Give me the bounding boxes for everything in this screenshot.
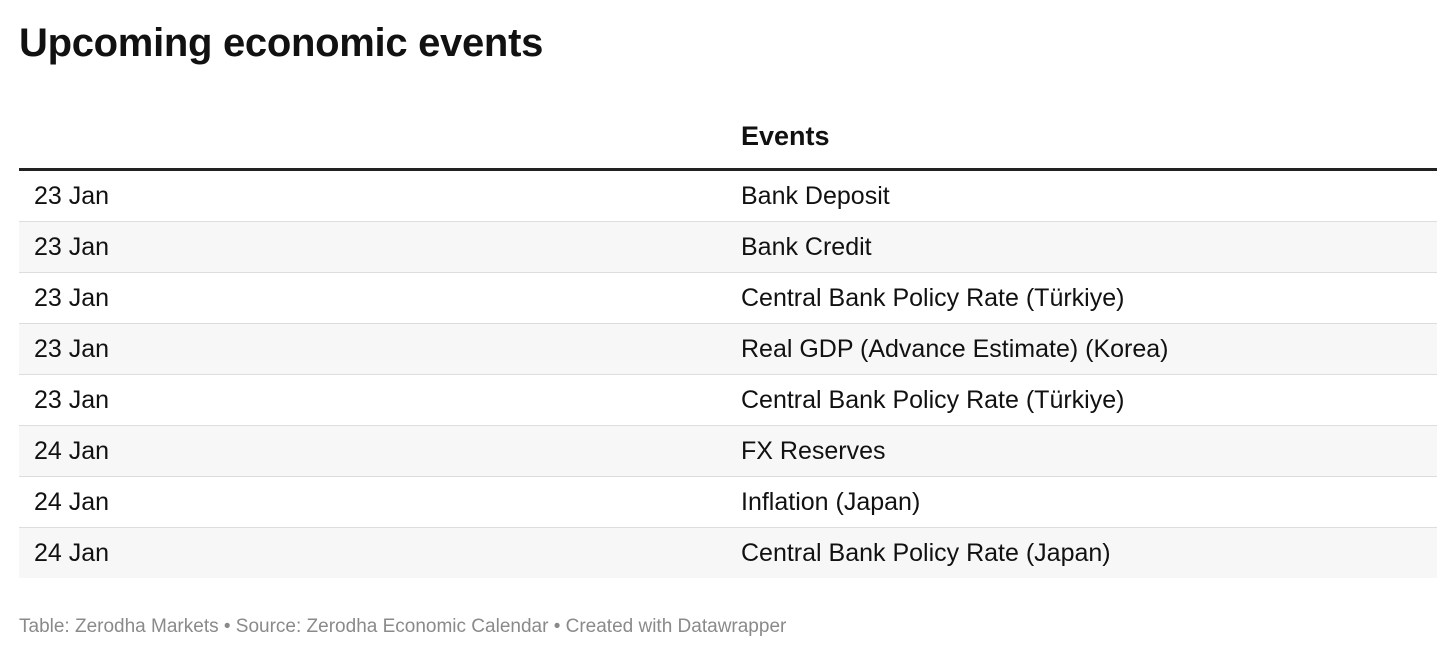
chart-title: Upcoming economic events: [19, 21, 544, 65]
event-cell: Bank Deposit: [741, 169, 1437, 222]
event-cell: Central Bank Policy Rate (Türkiye): [741, 272, 1437, 324]
event-cell: FX Reserves: [741, 425, 1437, 477]
events-table: Events 23 Jan Bank Deposit 23 Jan Bank C…: [19, 105, 1437, 578]
event-cell: Central Bank Policy Rate (Japan): [741, 527, 1437, 578]
event-cell: Bank Credit: [741, 221, 1437, 273]
event-cell: Central Bank Policy Rate (Türkiye): [741, 374, 1437, 426]
date-cell: 24 Jan: [19, 425, 741, 477]
table-row: 23 Jan Bank Deposit: [19, 169, 1437, 222]
table-row: 23 Jan Central Bank Policy Rate (Türkiye…: [19, 374, 1437, 426]
date-cell: 23 Jan: [19, 169, 741, 222]
date-cell: 23 Jan: [19, 323, 741, 375]
event-cell: Inflation (Japan): [741, 476, 1437, 528]
date-cell: 23 Jan: [19, 272, 741, 324]
date-cell: 24 Jan: [19, 476, 741, 528]
date-column-header: [19, 105, 741, 171]
table-row: 24 Jan Inflation (Japan): [19, 476, 1437, 528]
table-row: 23 Jan Bank Credit: [19, 221, 1437, 273]
table-row: 24 Jan FX Reserves: [19, 425, 1437, 477]
date-cell: 23 Jan: [19, 374, 741, 426]
table-row: 23 Jan Real GDP (Advance Estimate) (Kore…: [19, 323, 1437, 375]
date-cell: 24 Jan: [19, 527, 741, 578]
date-cell: 23 Jan: [19, 221, 741, 273]
source-footer: Table: Zerodha Markets • Source: Zerodha…: [19, 616, 787, 637]
table-row: 24 Jan Central Bank Policy Rate (Japan): [19, 527, 1437, 578]
table-row: 23 Jan Central Bank Policy Rate (Türkiye…: [19, 272, 1437, 324]
event-cell: Real GDP (Advance Estimate) (Korea): [741, 323, 1437, 375]
chart-container: Upcoming economic events Events 23 Jan B…: [19, 0, 1437, 637]
table-header-row: Events: [19, 105, 1437, 171]
events-column-header: Events: [741, 105, 1437, 171]
